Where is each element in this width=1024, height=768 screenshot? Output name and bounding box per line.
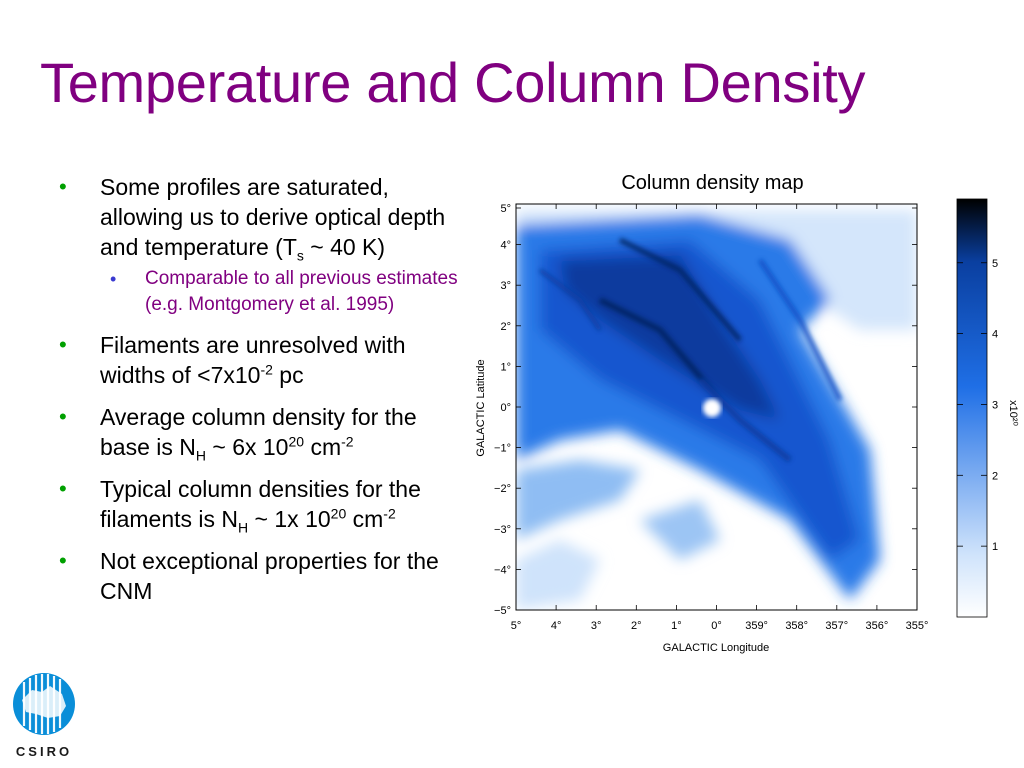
x-tick-label: 4° (551, 620, 562, 632)
colorbar-gradient (956, 198, 988, 618)
australia-shape (22, 686, 66, 718)
x-axis-ticks: 5° 4° 3° 2° 1° 0° 359° 358° 357° 356° 355° (511, 204, 929, 632)
x-tick-label: 2° (631, 620, 642, 632)
y-tick-label: 0° (500, 402, 511, 414)
sub-bullet-item: Comparable to all previous estimates (e.… (100, 266, 466, 318)
x-tick-label: 5° (511, 620, 522, 632)
y-tick-label: −3° (494, 524, 511, 536)
y-tick-label: 4° (500, 240, 511, 252)
sub-bullet-list: Comparable to all previous estimates (e.… (100, 266, 466, 318)
y-tick-label: −2° (494, 483, 511, 495)
map-caption: Column density map (621, 172, 804, 194)
bullet-item: Filaments are unresolved with widths of … (56, 330, 466, 390)
slide-title: Temperature and Column Density (40, 51, 866, 114)
y-tick-label: 3° (500, 280, 511, 292)
column-density-map (516, 204, 917, 610)
colorbar-tick-label: 3 (992, 399, 998, 411)
csiro-logo: CSIRO (13, 673, 75, 759)
y-tick-label: −4° (494, 564, 511, 576)
x-tick-label: 359° (745, 620, 768, 632)
colorbar-tick-label: 2 (992, 470, 998, 482)
y-axis-label: GALACTIC Latitude (475, 359, 487, 456)
colorbar-ticks: 1 2 3 4 5 (957, 258, 998, 553)
bullet-list: Some profiles are saturated, allowing us… (56, 172, 466, 618)
bullet-item: Some profiles are saturated, allowing us… (56, 172, 466, 318)
x-tick-label: 1° (671, 620, 682, 632)
colorbar-tick-label: 4 (992, 329, 998, 341)
x-tick-label: 357° (825, 620, 848, 632)
y-tick-label: 5° (500, 203, 511, 215)
x-tick-label: 356° (866, 620, 889, 632)
colorbar-label: x10²⁰ (1007, 400, 1019, 426)
colorbar: 1 2 3 4 5 x10²⁰ (956, 198, 1019, 618)
x-tick-label: 355° (906, 620, 929, 632)
colorbar-tick-label: 5 (992, 258, 998, 270)
y-axis-ticks: 5° 4° 3° 2° 1° 0° −1° −2° −3° −4° −5° (494, 203, 917, 617)
y-tick-label: −5° (494, 605, 511, 617)
y-tick-label: −1° (494, 443, 511, 455)
y-tick-label: 2° (500, 321, 511, 333)
x-tick-label: 0° (711, 620, 722, 632)
bullet-item: Typical column densities for the filamen… (56, 474, 466, 535)
x-axis-label: GALACTIC Longitude (663, 642, 769, 654)
x-tick-label: 3° (591, 620, 602, 632)
colorbar-tick-label: 1 (992, 541, 998, 553)
bullet-item: Average column density for the base is N… (56, 402, 466, 463)
x-tick-label: 358° (785, 620, 808, 632)
bullet-item: Not exceptional properties for the CNM (56, 546, 466, 606)
logo-text: CSIRO (16, 744, 72, 759)
y-tick-label: 1° (500, 361, 511, 373)
